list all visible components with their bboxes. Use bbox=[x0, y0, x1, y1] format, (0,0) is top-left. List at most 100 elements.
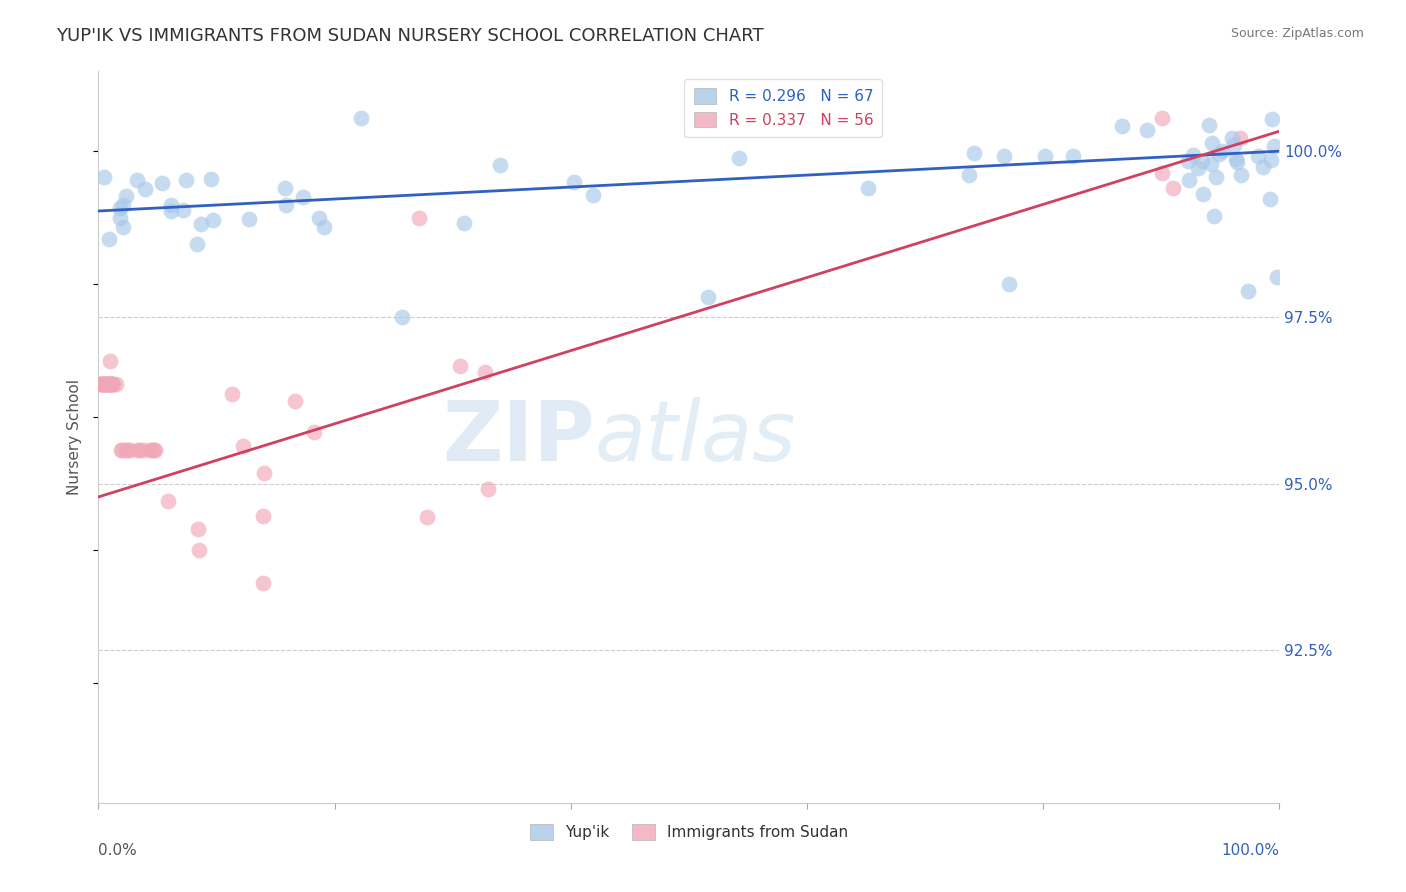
Point bbox=[1258, 192, 1281, 206]
Point bbox=[1177, 154, 1199, 169]
Point bbox=[186, 522, 208, 536]
Point bbox=[697, 290, 720, 304]
Point bbox=[125, 173, 148, 187]
Point bbox=[1062, 149, 1084, 163]
Point bbox=[1205, 170, 1227, 185]
Point bbox=[108, 211, 131, 225]
Point bbox=[302, 425, 325, 440]
Point bbox=[477, 482, 499, 496]
Point bbox=[94, 376, 117, 391]
Point bbox=[1230, 168, 1253, 182]
Point bbox=[1152, 166, 1174, 180]
Point bbox=[1182, 148, 1205, 162]
Point bbox=[350, 111, 373, 125]
Point bbox=[993, 149, 1015, 163]
Point bbox=[453, 216, 475, 230]
Point bbox=[190, 217, 212, 231]
Point bbox=[89, 376, 111, 391]
Point bbox=[93, 376, 115, 391]
Point bbox=[489, 158, 512, 172]
Point bbox=[1111, 120, 1133, 134]
Point bbox=[139, 443, 162, 458]
Point bbox=[100, 376, 122, 391]
Point bbox=[98, 376, 121, 391]
Point bbox=[1211, 145, 1233, 159]
Legend: Yup'ik, Immigrants from Sudan: Yup'ik, Immigrants from Sudan bbox=[523, 818, 855, 847]
Point bbox=[111, 220, 134, 235]
Point bbox=[115, 443, 138, 458]
Point bbox=[1265, 270, 1288, 285]
Point bbox=[150, 176, 173, 190]
Point bbox=[143, 443, 166, 458]
Point bbox=[253, 466, 276, 480]
Point bbox=[91, 376, 114, 391]
Point bbox=[97, 376, 120, 391]
Point bbox=[1261, 112, 1284, 126]
Point bbox=[284, 394, 307, 409]
Point bbox=[134, 182, 156, 196]
Point bbox=[90, 376, 112, 391]
Point bbox=[93, 376, 115, 391]
Point bbox=[1199, 157, 1222, 171]
Point bbox=[562, 176, 585, 190]
Point bbox=[94, 376, 117, 391]
Point bbox=[858, 181, 880, 195]
Point bbox=[232, 439, 254, 453]
Point bbox=[128, 443, 150, 458]
Point bbox=[1178, 173, 1201, 187]
Point bbox=[1135, 123, 1157, 137]
Point bbox=[1247, 149, 1270, 163]
Point bbox=[1220, 130, 1243, 145]
Point bbox=[111, 198, 134, 212]
Point bbox=[391, 310, 413, 325]
Point bbox=[238, 211, 260, 226]
Point bbox=[104, 376, 127, 391]
Point bbox=[221, 386, 243, 401]
Point bbox=[98, 376, 121, 391]
Point bbox=[252, 576, 274, 591]
Point bbox=[93, 169, 115, 184]
Point bbox=[274, 198, 297, 212]
Point bbox=[1263, 139, 1285, 153]
Point bbox=[1236, 284, 1258, 298]
Text: 0.0%: 0.0% bbox=[98, 843, 138, 858]
Point bbox=[159, 204, 181, 219]
Point bbox=[997, 277, 1019, 292]
Text: YUP'IK VS IMMIGRANTS FROM SUDAN NURSERY SCHOOL CORRELATION CHART: YUP'IK VS IMMIGRANTS FROM SUDAN NURSERY … bbox=[56, 27, 763, 45]
Point bbox=[1191, 154, 1213, 169]
Point bbox=[115, 189, 138, 203]
Point bbox=[200, 171, 222, 186]
Text: ZIP: ZIP bbox=[441, 397, 595, 477]
Point bbox=[115, 443, 138, 458]
Point bbox=[110, 443, 132, 458]
Point bbox=[108, 201, 131, 215]
Point bbox=[728, 151, 751, 165]
Point bbox=[98, 376, 121, 391]
Point bbox=[143, 443, 166, 458]
Point bbox=[274, 181, 297, 195]
Point bbox=[1033, 149, 1056, 163]
Point bbox=[89, 376, 111, 391]
Point bbox=[159, 198, 181, 212]
Point bbox=[97, 376, 120, 391]
Point bbox=[202, 213, 225, 227]
Point bbox=[963, 146, 986, 161]
Point bbox=[111, 443, 134, 458]
Point bbox=[91, 376, 114, 391]
Point bbox=[103, 376, 125, 391]
Point bbox=[449, 359, 471, 373]
Point bbox=[127, 443, 149, 458]
Point bbox=[93, 376, 115, 391]
Point bbox=[94, 376, 117, 391]
Point bbox=[157, 494, 180, 508]
Point bbox=[141, 443, 163, 458]
Point bbox=[1204, 209, 1226, 223]
Point bbox=[252, 508, 274, 523]
Text: 100.0%: 100.0% bbox=[1222, 843, 1279, 858]
Point bbox=[957, 168, 980, 182]
Point bbox=[1187, 161, 1209, 176]
Point bbox=[97, 376, 120, 391]
Point bbox=[100, 376, 122, 391]
Point bbox=[100, 376, 122, 391]
Text: Source: ZipAtlas.com: Source: ZipAtlas.com bbox=[1230, 27, 1364, 40]
